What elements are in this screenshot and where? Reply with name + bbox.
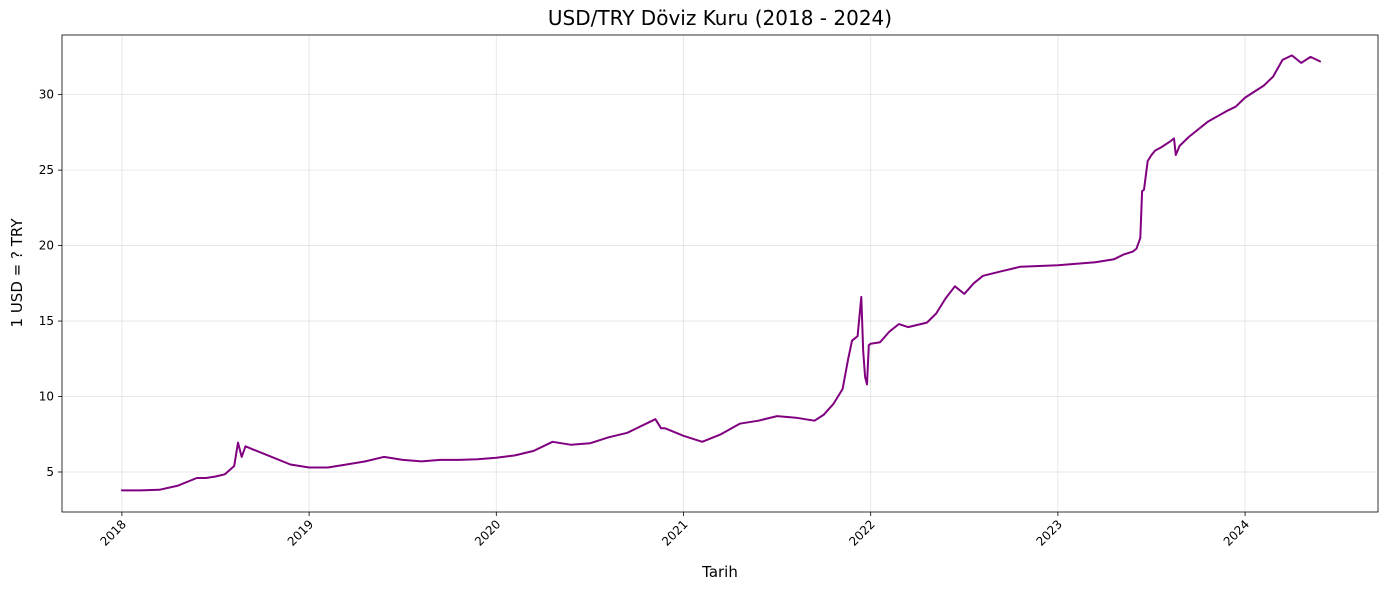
x-tick-label: 2018: [98, 517, 129, 548]
y-axis-label: 1 USD = ? TRY: [8, 218, 26, 328]
y-tick-label: 10: [39, 390, 54, 404]
chart-title: USD/TRY Döviz Kuru (2018 - 2024): [548, 6, 892, 30]
axis-ticks: 2018 2019 2020 2021 2022 2023 2024 5 10 15 20 25 30: [39, 88, 1252, 549]
x-tick-label: 2022: [846, 517, 877, 548]
y-tick-label: 20: [39, 239, 54, 253]
y-tick-label: 25: [39, 163, 54, 177]
x-tick-label: 2020: [472, 517, 503, 548]
y-tick-label: 15: [39, 314, 54, 328]
series-line-layer: [120, 54, 1321, 492]
plot-frame: [61, 34, 1379, 513]
y-tick-label: 30: [39, 88, 54, 102]
usd-try-line: [120, 54, 1321, 492]
x-tick-label: 2019: [285, 517, 316, 548]
x-tick-label: 2021: [659, 517, 690, 548]
y-tick-label: 5: [46, 465, 54, 479]
grid: [62, 35, 1378, 512]
x-tick-label: 2024: [1221, 517, 1252, 548]
x-tick-label: 2023: [1034, 517, 1065, 548]
x-axis-label: Tarih: [701, 563, 738, 581]
